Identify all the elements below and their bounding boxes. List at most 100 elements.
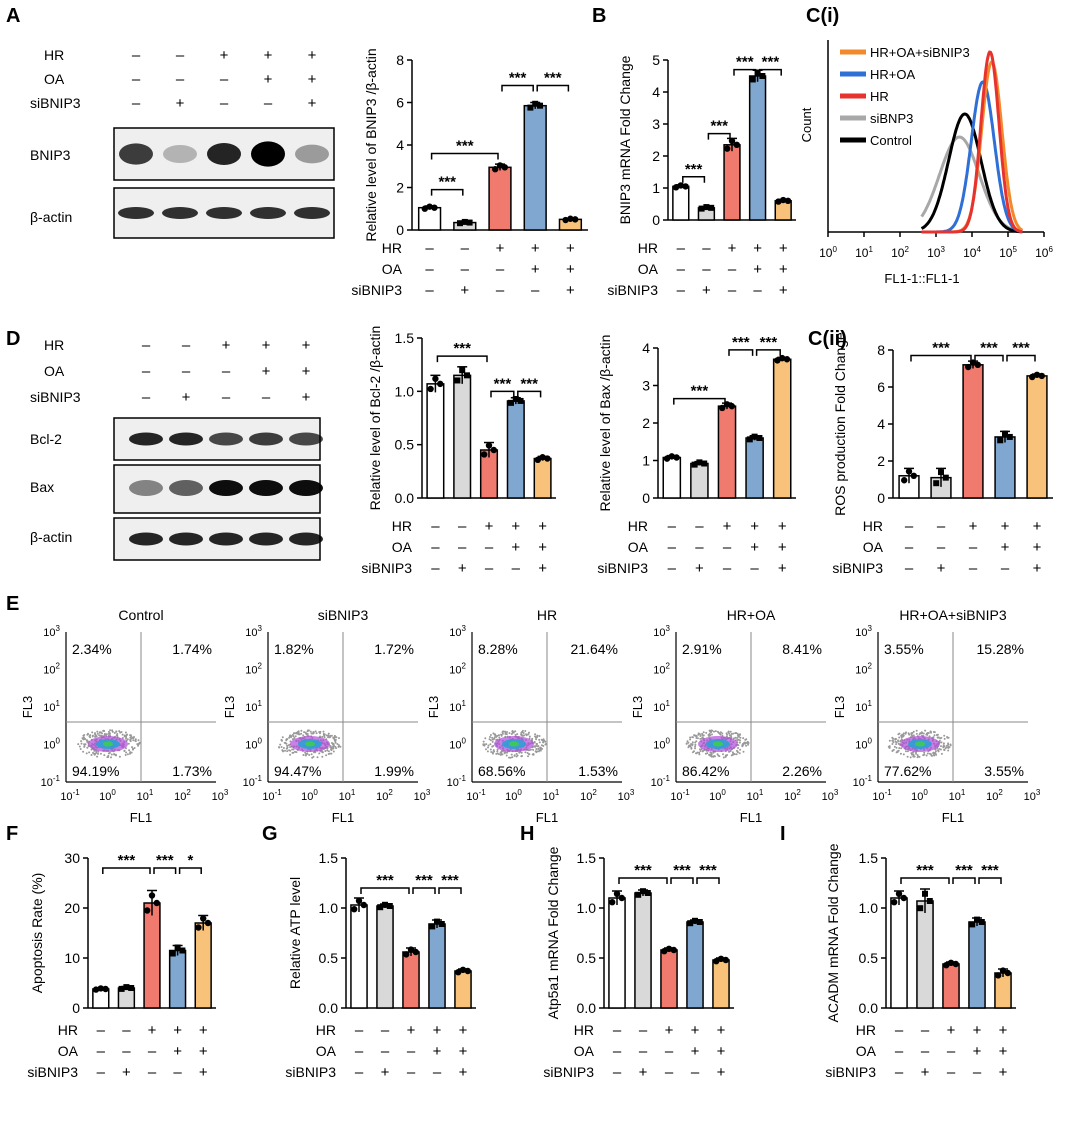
scatter-dot (708, 730, 711, 732)
scatter-ytick-exp: -1 (459, 774, 467, 783)
scatter-xtick-base: 10 (262, 791, 274, 803)
chart-f-sign-oa-0: – (97, 1043, 106, 1060)
chart-d-bax-sig-bracket-2 (755, 349, 781, 356)
scatter-dot (521, 755, 523, 757)
chart-g-sig-label-2: *** (441, 872, 459, 889)
chart-d-bax-sign-hr-4: + (778, 518, 787, 535)
chart-d-bax-ytick-label: 4 (642, 340, 650, 356)
blot-d-sign-si-1: + (182, 389, 191, 406)
panel-label-b: B (592, 5, 606, 27)
blot-a-actin-band-0 (118, 207, 154, 219)
chart-h-sign-oa-1: – (639, 1043, 648, 1060)
chart-d-bax-point (779, 354, 786, 362)
scatter-dot (305, 733, 308, 736)
chart-d-bax-sign-si-0: – (668, 560, 677, 577)
chart-g-sig-label-0: *** (376, 872, 394, 889)
scatter-dot (906, 750, 909, 753)
chart-d-bax-ytick-label: 1 (642, 453, 650, 469)
scatter-dot (306, 730, 309, 733)
scatter-dot (736, 751, 739, 754)
scatter-ytick-0-4: 103 (43, 624, 60, 639)
chart-b-group-label-si: siBNIP3 (607, 282, 658, 298)
chart-f-sign-si-0: – (97, 1064, 106, 1081)
chart-b-sign-oa-1: – (702, 261, 711, 278)
chart-g-point (355, 897, 363, 904)
chart-f-point (195, 924, 202, 931)
scatter-dot (322, 730, 325, 733)
scatter-ytick-4-1: 100 (855, 737, 872, 752)
chart-g-point (464, 967, 471, 975)
scatter-dot (491, 738, 494, 741)
scatter-xtick-exp: 3 (224, 788, 229, 797)
chart-d-bcl2-group-label-si: siBNIP3 (361, 560, 412, 576)
scatter-dot (487, 746, 489, 749)
chart-d-bcl2-point (539, 454, 546, 461)
chart-i-point (947, 959, 955, 966)
scatter-dot (129, 739, 132, 741)
scatter-ytick-2-4: 103 (449, 624, 466, 639)
chart-f-point (169, 950, 176, 957)
chart-g-sign-hr-0: – (355, 1022, 364, 1039)
scatter-xtick-exp: 2 (186, 788, 191, 797)
scatter-ytick-base: 10 (855, 740, 867, 752)
scatter-dot (489, 748, 492, 751)
chart-d-bcl2-point (427, 385, 434, 393)
chart-cii-sign-oa-4: + (1033, 539, 1042, 556)
scatter-dot (83, 734, 86, 736)
scatter-ytick-1-2: 101 (245, 699, 262, 714)
scatter-lr-4: 3.55% (984, 763, 1024, 779)
chart-b-sig-label-1: *** (710, 118, 728, 135)
chart-g-sign-oa-2: – (407, 1043, 416, 1060)
chart-d-bcl2-sign-oa-1: – (458, 539, 467, 556)
scatter-ytick-base: 10 (855, 665, 867, 677)
scatter-dot (737, 747, 739, 749)
chart-i-sign-hr-2: + (947, 1022, 956, 1039)
scatter-dot (310, 732, 313, 735)
scatter-panel-2: HR8.28% 21.64%68.56% 1.53%FL1FL310-110-110… (426, 607, 635, 825)
chart-d-bax-bar-2 (717, 405, 737, 499)
chart-g-ytick-label: 0.5 (319, 950, 339, 966)
scatter-dot (487, 744, 490, 747)
chart-cii-sign-si-1: + (937, 560, 946, 577)
scatter-xlabel-2: FL1 (536, 810, 558, 825)
scatter-dot (491, 736, 494, 739)
chart-i-point (969, 921, 976, 928)
scatter-ul-3: 2.91% (682, 641, 722, 657)
scatter-title-4: HR+OA+siBNIP3 (899, 607, 1007, 623)
chart-h-sign-oa-4: + (717, 1043, 726, 1060)
blot-a-sign-si-4: + (308, 95, 317, 112)
chart-cii-sign-hr-1: – (937, 518, 946, 535)
chart-cii-sign-oa-3: + (1001, 539, 1010, 556)
scatter-dot (126, 733, 129, 736)
scatter-dot (706, 752, 709, 755)
chart-cii-point (910, 472, 917, 479)
scatter-dot (699, 737, 702, 740)
scatter-dot (289, 749, 292, 752)
chart-cii-group-label-si: siBNIP3 (832, 560, 883, 576)
scatter-xtick-base: 10 (339, 791, 351, 803)
scatter-dot (538, 738, 541, 741)
blot-a-hr-label: HR (44, 47, 64, 63)
scatter-dot (515, 752, 518, 755)
scatter-dot (121, 733, 124, 736)
scatter-dot (289, 753, 292, 756)
chart-f-sign-oa-2: – (148, 1043, 157, 1060)
scatter-xtick-0-2: 101 (137, 788, 154, 803)
chart-d-bax-bar-1 (690, 462, 709, 499)
scatter-dot (482, 740, 485, 743)
blot-d-bax-band-3 (249, 480, 283, 496)
scatter-dot (489, 736, 491, 738)
chart-cii-sign-oa-2: – (969, 539, 978, 556)
scatter-dot (893, 745, 896, 748)
chart-i-point (926, 898, 933, 904)
flow-hist-tick-6: 106 (1035, 245, 1053, 260)
scatter-dot (916, 754, 919, 756)
scatter-density-core-0 (103, 741, 113, 747)
scatter-dot (918, 755, 921, 758)
chart-a-sign-si-4: + (566, 282, 575, 299)
scatter-dot (711, 729, 714, 732)
blot-d-sign-si-0: – (142, 389, 151, 406)
scatter-dot (132, 739, 135, 742)
chart-b-sign-hr-1: – (702, 240, 711, 257)
scatter-dot (713, 730, 715, 733)
